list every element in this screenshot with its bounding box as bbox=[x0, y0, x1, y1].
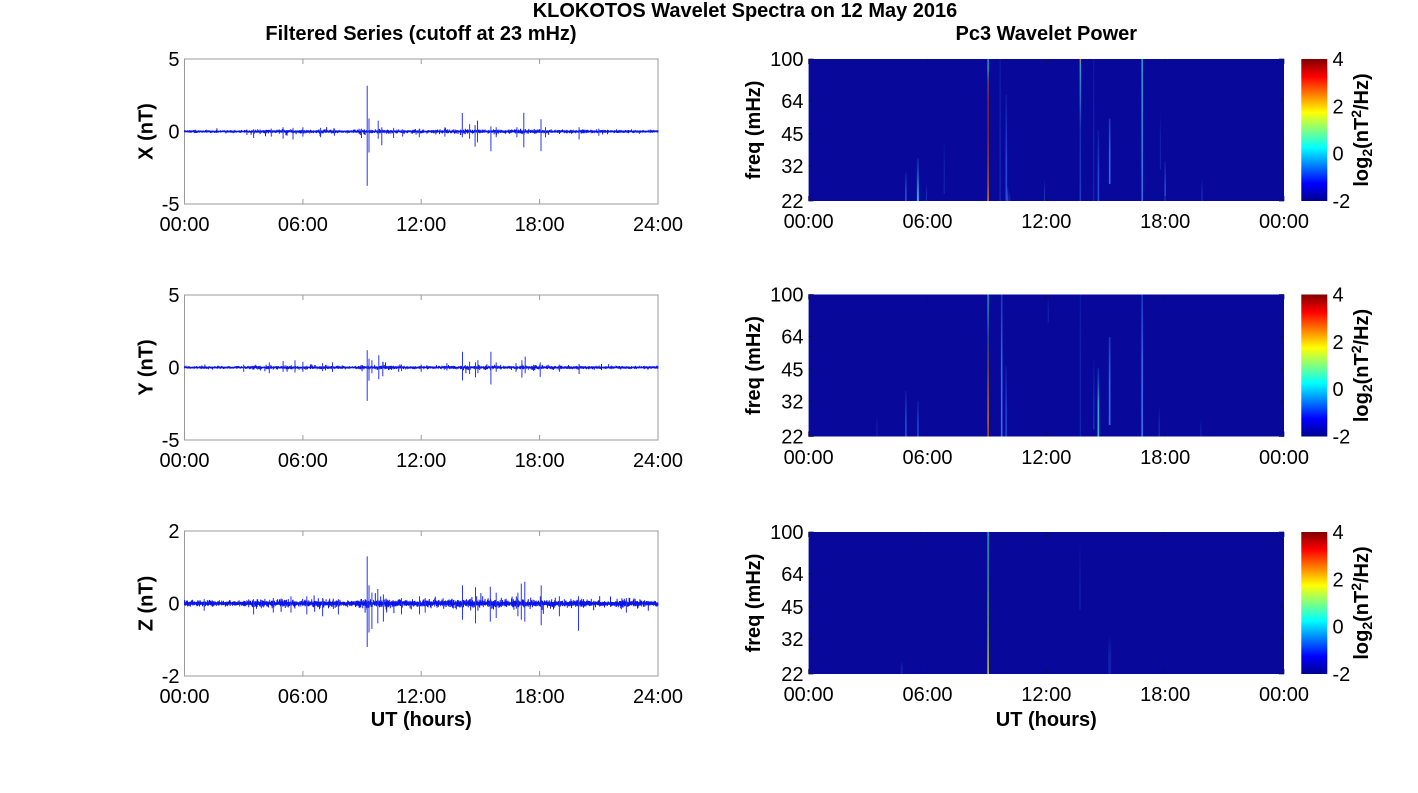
svg-text:0: 0 bbox=[168, 594, 179, 616]
svg-text:4: 4 bbox=[1333, 49, 1344, 71]
svg-text:-5: -5 bbox=[162, 430, 180, 452]
svg-text:-5: -5 bbox=[162, 194, 180, 216]
svg-text:12:00: 12:00 bbox=[1021, 211, 1071, 233]
svg-text:UT (hours): UT (hours) bbox=[371, 709, 472, 731]
svg-text:45: 45 bbox=[781, 359, 803, 381]
svg-text:00:00: 00:00 bbox=[1259, 684, 1309, 706]
svg-text:12:00: 12:00 bbox=[396, 450, 446, 472]
svg-text:0: 0 bbox=[1333, 144, 1344, 166]
svg-text:-2: -2 bbox=[1333, 427, 1351, 449]
svg-text:00:00: 00:00 bbox=[784, 211, 834, 233]
svg-text:45: 45 bbox=[781, 124, 803, 146]
svg-text:06:00: 06:00 bbox=[278, 450, 328, 472]
svg-text:Filtered Series (cutoff at 23: Filtered Series (cutoff at 23 mHz) bbox=[265, 23, 576, 45]
svg-text:Z (nT): Z (nT) bbox=[136, 576, 158, 632]
svg-text:32: 32 bbox=[781, 629, 803, 651]
svg-text:5: 5 bbox=[168, 285, 179, 307]
svg-text:0: 0 bbox=[168, 358, 179, 380]
svg-text:12:00: 12:00 bbox=[1021, 447, 1071, 469]
svg-text:4: 4 bbox=[1333, 522, 1344, 544]
svg-text:-2: -2 bbox=[162, 666, 180, 688]
svg-text:22: 22 bbox=[781, 664, 803, 686]
svg-text:18:00: 18:00 bbox=[515, 214, 565, 236]
svg-text:18:00: 18:00 bbox=[1140, 447, 1190, 469]
svg-text:2: 2 bbox=[1333, 332, 1344, 354]
svg-text:freq (mHz): freq (mHz) bbox=[743, 81, 765, 180]
svg-text:12:00: 12:00 bbox=[396, 686, 446, 708]
svg-text:freq (mHz): freq (mHz) bbox=[743, 316, 765, 415]
svg-text:32: 32 bbox=[781, 391, 803, 413]
svg-text:00:00: 00:00 bbox=[159, 686, 209, 708]
svg-text:2: 2 bbox=[1333, 569, 1344, 591]
svg-text:06:00: 06:00 bbox=[278, 214, 328, 236]
svg-text:-2: -2 bbox=[1333, 191, 1351, 213]
svg-text:UT (hours): UT (hours) bbox=[996, 709, 1097, 731]
svg-text:32: 32 bbox=[781, 156, 803, 178]
svg-text:24:00: 24:00 bbox=[633, 214, 683, 236]
svg-text:00:00: 00:00 bbox=[784, 684, 834, 706]
svg-text:0: 0 bbox=[1333, 617, 1344, 639]
svg-text:X (nT): X (nT) bbox=[136, 103, 158, 160]
svg-text:22: 22 bbox=[781, 191, 803, 213]
svg-text:100: 100 bbox=[770, 49, 803, 71]
svg-text:06:00: 06:00 bbox=[902, 684, 952, 706]
svg-text:4: 4 bbox=[1333, 285, 1344, 307]
svg-text:06:00: 06:00 bbox=[902, 211, 952, 233]
svg-text:18:00: 18:00 bbox=[1140, 211, 1190, 233]
svg-text:24:00: 24:00 bbox=[633, 686, 683, 708]
svg-text:00:00: 00:00 bbox=[784, 447, 834, 469]
svg-text:100: 100 bbox=[770, 285, 803, 307]
svg-text:64: 64 bbox=[781, 564, 803, 586]
svg-text:freq (mHz): freq (mHz) bbox=[743, 554, 765, 653]
svg-text:18:00: 18:00 bbox=[515, 450, 565, 472]
svg-text:00:00: 00:00 bbox=[159, 450, 209, 472]
svg-text:Pc3 Wavelet Power: Pc3 Wavelet Power bbox=[956, 23, 1138, 45]
svg-text:100: 100 bbox=[770, 522, 803, 544]
svg-text:18:00: 18:00 bbox=[515, 686, 565, 708]
svg-text:45: 45 bbox=[781, 597, 803, 619]
svg-text:5: 5 bbox=[168, 49, 179, 71]
svg-text:24:00: 24:00 bbox=[633, 450, 683, 472]
svg-text:22: 22 bbox=[781, 427, 803, 449]
svg-text:64: 64 bbox=[781, 91, 803, 113]
svg-text:0: 0 bbox=[1333, 379, 1344, 401]
svg-text:06:00: 06:00 bbox=[902, 447, 952, 469]
svg-text:00:00: 00:00 bbox=[1259, 447, 1309, 469]
svg-text:-2: -2 bbox=[1333, 664, 1351, 686]
svg-text:64: 64 bbox=[781, 326, 803, 348]
svg-text:00:00: 00:00 bbox=[1259, 211, 1309, 233]
svg-text:00:00: 00:00 bbox=[159, 214, 209, 236]
svg-text:2: 2 bbox=[168, 521, 179, 543]
svg-text:12:00: 12:00 bbox=[396, 214, 446, 236]
svg-text:06:00: 06:00 bbox=[278, 686, 328, 708]
svg-text:12:00: 12:00 bbox=[1021, 684, 1071, 706]
svg-text:Y (nT): Y (nT) bbox=[136, 339, 158, 395]
svg-text:18:00: 18:00 bbox=[1140, 684, 1190, 706]
svg-text:log2(nT2/Hz): log2(nT2/Hz) bbox=[1348, 309, 1375, 422]
svg-text:0: 0 bbox=[168, 122, 179, 144]
svg-text:KLOKOTOS Wavelet Spectra on 12: KLOKOTOS Wavelet Spectra on 12 May 2016 bbox=[533, 0, 958, 22]
svg-text:log2(nT2/Hz): log2(nT2/Hz) bbox=[1348, 73, 1375, 186]
svg-text:log2(nT2/Hz): log2(nT2/Hz) bbox=[1348, 546, 1375, 659]
svg-text:2: 2 bbox=[1333, 96, 1344, 118]
